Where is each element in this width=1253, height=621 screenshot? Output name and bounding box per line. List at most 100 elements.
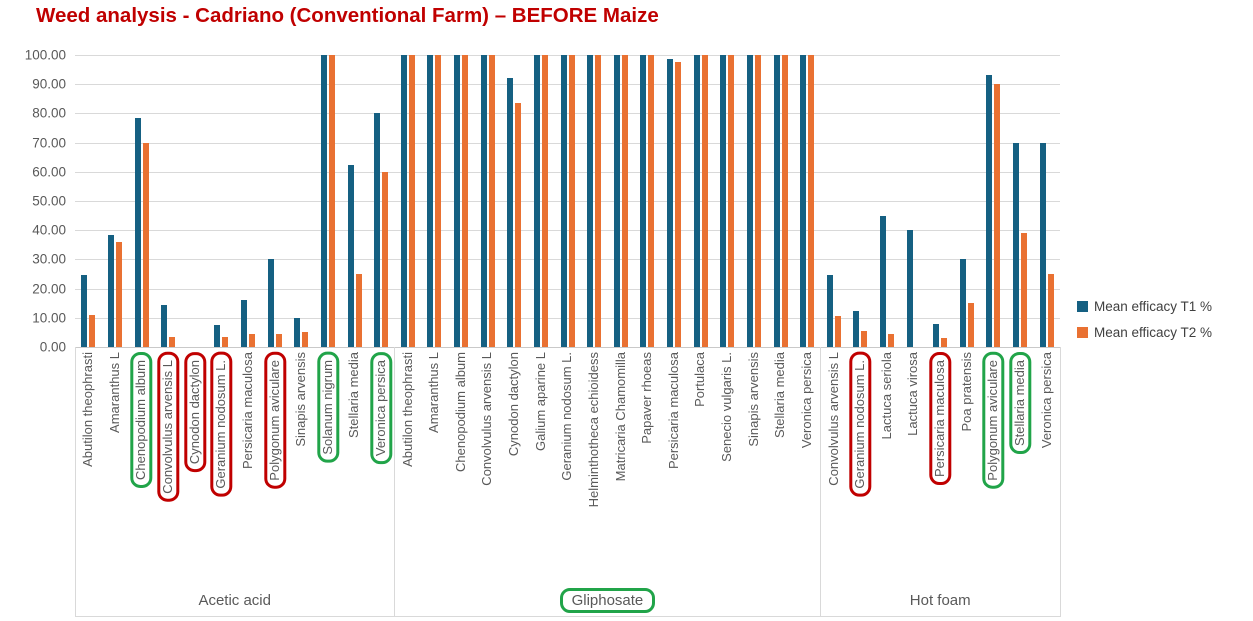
bar-t2-convolvulus-arvensis-l bbox=[488, 55, 495, 347]
species-label-cell: Chenopodium album bbox=[448, 352, 475, 570]
species-label-cell: Stellaria media bbox=[1007, 352, 1034, 570]
species-axis-labels: Abutilon theophrasti Amaranthus L Chenopod… bbox=[75, 352, 1060, 570]
bar-pair-cynodon-dactylon bbox=[501, 55, 528, 347]
bar-t1-cynodon-dactylon bbox=[507, 78, 514, 347]
bar-t1-geranium-nodosum-l bbox=[214, 325, 221, 347]
species-label-cell: Polygonum aviculare bbox=[261, 352, 288, 570]
species-label-cell: Abutilon theophrasti bbox=[394, 352, 421, 570]
bar-t2-cynodon-dactylon bbox=[515, 103, 522, 347]
bar-t2-solanum-nigrum bbox=[328, 55, 335, 347]
species-label-cell: Lactuca seriola bbox=[874, 352, 901, 570]
bar-pair-lactuca-seriola bbox=[874, 55, 901, 347]
species-label-convolvulus-arvensis-l: Convolvulus arvensis L bbox=[479, 352, 495, 486]
bar-t2-persicaria-maculosa bbox=[249, 333, 256, 347]
bar-pair-sinapis-arvensis bbox=[741, 55, 768, 347]
species-label-chenopodium-album: Chenopodium album bbox=[130, 352, 153, 488]
bar-t1-lactuca-virosa bbox=[906, 230, 913, 347]
species-label-helminthotheca-echioidess: Helminthotheca echioidess bbox=[585, 352, 601, 508]
species-label-stellaria-media: Stellaria media bbox=[1008, 352, 1032, 454]
bar-t1-persicaria-maculosa bbox=[241, 300, 248, 347]
bar-t1-persicaria-maculosa bbox=[667, 59, 674, 347]
species-label-geranium-nodosum-l: Geranium nodosum L. bbox=[210, 352, 233, 497]
species-label-convolvulus-arvensis-l: Convolvulus arvensis L bbox=[157, 352, 180, 502]
species-label-abutilon-theophrasti: Abutilon theophrasti bbox=[399, 352, 415, 467]
bar-pair-sinapis-arvensis bbox=[288, 55, 315, 347]
bar-t1-veronica-persica bbox=[1039, 142, 1046, 347]
gridline bbox=[75, 317, 1060, 319]
bar-t2-papaver-rhoeas bbox=[648, 55, 655, 347]
species-label-portulaca: Portulaca bbox=[692, 352, 708, 407]
bar-t1-helminthotheca-echioidess bbox=[587, 55, 594, 347]
bar-t1-poa-pratensis bbox=[959, 259, 966, 347]
bar-pair-polygonum-aviculare bbox=[980, 55, 1007, 347]
bar-pair-persicaria-maculosa bbox=[235, 55, 262, 347]
bar-t1-convolvulus-arvensis-l bbox=[161, 304, 168, 347]
species-label-solanum-nigrum: Solanum nigrum bbox=[316, 352, 340, 463]
species-label-sinapis-arvensis: Sinapis arvensis bbox=[293, 352, 309, 447]
bar-pair-chenopodium-album bbox=[128, 55, 155, 347]
y-tick-label: 100.00 bbox=[24, 47, 66, 63]
bar-t1-abutilon-theophrasti bbox=[81, 275, 88, 347]
bar-t2-geranium-nodosum-l bbox=[861, 330, 868, 347]
bar-t1-geranium-nodosum-l bbox=[560, 55, 567, 347]
bar-t1-senecio-vulgaris-l bbox=[720, 55, 727, 347]
bar-pair-amaranthus-l bbox=[421, 55, 448, 347]
gridline bbox=[75, 230, 1060, 232]
bar-t2-amaranthus-l bbox=[115, 241, 122, 347]
y-tick-label: 50.00 bbox=[32, 193, 66, 209]
label-group-acetic-acid: Abutilon theophrasti Amaranthus L Chenopod… bbox=[75, 352, 394, 570]
species-label-veronica-persica: Veronica persica bbox=[798, 352, 814, 449]
species-label-cell: Amaranthus L bbox=[102, 352, 129, 570]
plot-area bbox=[75, 55, 1060, 347]
species-label-cell: Geranium nodosum L. bbox=[554, 352, 581, 570]
species-label-cell: Sinapis arvensis bbox=[741, 352, 768, 570]
bar-t1-veronica-persica bbox=[374, 113, 381, 347]
bar-pair-chenopodium-album bbox=[448, 55, 475, 347]
species-label-cell: Convolvulus arvensis L bbox=[155, 352, 182, 570]
group-label-gliphosate: Gliphosate bbox=[559, 587, 656, 613]
legend-item-t2: Mean efficacy T2 % bbox=[1077, 325, 1212, 340]
y-axis: 100.00 90.00 80.00 70.00 60.00 50.00 40.00 30.0… bbox=[0, 48, 66, 355]
bar-pair-persicaria-maculosa bbox=[927, 55, 954, 347]
x-axis-line bbox=[75, 347, 1060, 348]
legend-swatch-t2 bbox=[1077, 327, 1088, 338]
species-label-persicaria-maculosa: Persicaria maculosa bbox=[665, 352, 681, 470]
species-label-cell: Persicaria maculosa bbox=[661, 352, 688, 570]
bar-pair-galium-aparine-l bbox=[528, 55, 555, 347]
bar-t2-galium-aparine-l bbox=[541, 55, 548, 347]
legend-swatch-t1 bbox=[1077, 301, 1088, 312]
bar-t1-chenopodium-album bbox=[454, 55, 461, 347]
species-label-sinapis-arvensis: Sinapis arvensis bbox=[745, 352, 761, 447]
species-label-cell: Chenopodium album bbox=[128, 352, 155, 570]
species-label-cell: Persicaria maculosa bbox=[235, 352, 262, 570]
bar-t2-stellaria-media bbox=[1021, 233, 1028, 347]
species-label-geranium-nodosum-l: Geranium nodosum L. bbox=[559, 352, 575, 481]
bar-t1-persicaria-maculosa bbox=[933, 323, 940, 347]
species-label-cell: Sinapis arvensis bbox=[288, 352, 315, 570]
species-label-cell: Cynodon dactylon bbox=[501, 352, 528, 570]
bar-t1-matricaria-chamomilla bbox=[613, 55, 620, 347]
group-label-cell: Acetic acid bbox=[75, 584, 394, 616]
chart-title: Weed analysis - Cadriano (Conventional F… bbox=[36, 4, 659, 27]
legend: Mean efficacy T1 % Mean efficacy T2 % bbox=[1077, 299, 1212, 351]
bar-t1-stellaria-media bbox=[773, 55, 780, 347]
bar-t2-persicaria-maculosa bbox=[675, 62, 682, 347]
bar-t1-portulaca bbox=[693, 55, 700, 347]
bar-pair-stellaria-media bbox=[767, 55, 794, 347]
bar-t1-papaver-rhoeas bbox=[640, 55, 647, 347]
species-label-abutilon-theophrasti: Abutilon theophrasti bbox=[80, 352, 96, 467]
bar-t2-geranium-nodosum-l bbox=[568, 55, 575, 347]
bar-t2-polygonum-aviculare bbox=[275, 333, 282, 347]
bar-t1-polygonum-aviculare bbox=[986, 75, 993, 347]
bar-pair-abutilon-theophrasti bbox=[394, 55, 421, 347]
species-label-galium-aparine-l: Galium aparine L bbox=[532, 352, 548, 451]
bar-t2-lactuca-seriola bbox=[887, 333, 894, 347]
label-group-hot-foam: Convolvulus arvensis L Geranium nodosum L… bbox=[820, 352, 1060, 570]
bar-t2-portulaca bbox=[701, 55, 708, 347]
label-group-gliphosate: Abutilon theophrasti Amaranthus L Chenopod… bbox=[394, 352, 820, 570]
bar-t2-convolvulus-arvensis-l bbox=[834, 316, 841, 347]
bar-t2-polygonum-aviculare bbox=[994, 84, 1001, 347]
y-tick-label: 20.00 bbox=[32, 281, 66, 297]
bar-group-gliphosate bbox=[394, 55, 820, 347]
